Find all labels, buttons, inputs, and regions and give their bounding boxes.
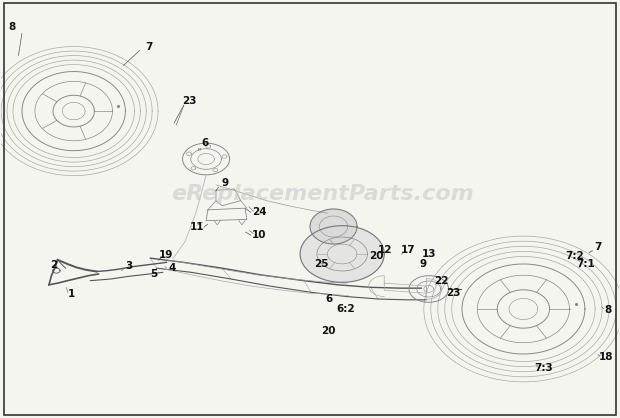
Text: 3: 3 — [126, 262, 133, 272]
Text: 7:2: 7:2 — [565, 251, 584, 261]
Circle shape — [300, 226, 384, 282]
Text: eReplacementParts.com: eReplacementParts.com — [171, 184, 474, 204]
Text: 10: 10 — [252, 230, 267, 240]
Text: 9: 9 — [221, 178, 228, 188]
Text: 7:3: 7:3 — [534, 363, 553, 373]
Text: 12: 12 — [378, 245, 392, 255]
Text: 19: 19 — [159, 250, 174, 260]
Text: 6:2: 6:2 — [337, 304, 355, 314]
Text: 8: 8 — [604, 305, 612, 315]
Text: 20: 20 — [321, 326, 336, 336]
Text: 1: 1 — [68, 289, 76, 299]
Text: 9: 9 — [419, 259, 426, 269]
Text: 2: 2 — [50, 260, 57, 270]
Text: 24: 24 — [252, 207, 267, 217]
Ellipse shape — [310, 209, 357, 244]
Text: 11: 11 — [190, 222, 205, 232]
Text: 13: 13 — [422, 249, 436, 259]
Text: 18: 18 — [598, 352, 613, 362]
Text: 17: 17 — [401, 245, 415, 255]
Text: 4: 4 — [169, 263, 176, 273]
Text: 6: 6 — [325, 293, 332, 303]
Text: 7: 7 — [146, 42, 153, 52]
Text: 23: 23 — [182, 96, 197, 106]
Text: 25: 25 — [314, 259, 329, 269]
Text: 20: 20 — [370, 251, 384, 261]
Text: 5: 5 — [151, 269, 157, 278]
Text: 8: 8 — [8, 21, 16, 31]
Text: 6: 6 — [202, 138, 208, 148]
Text: 22: 22 — [434, 275, 448, 285]
Text: 7: 7 — [594, 242, 601, 252]
Text: 23: 23 — [446, 288, 461, 298]
Text: 7:1: 7:1 — [576, 259, 595, 269]
